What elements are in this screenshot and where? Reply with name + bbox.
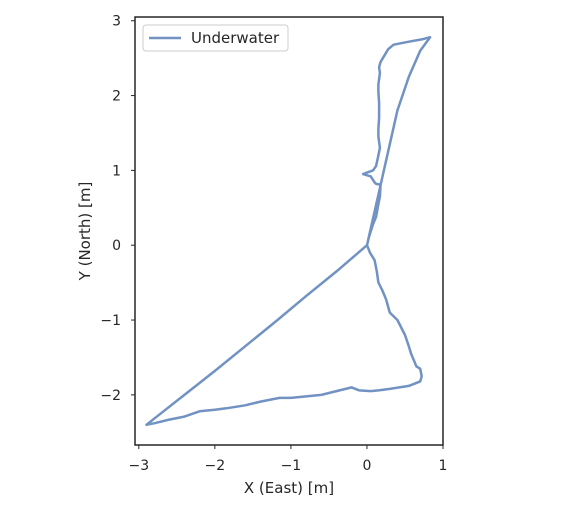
plot-frame: [134, 16, 444, 446]
legend-label-underwater: Underwater: [191, 29, 280, 47]
x-tick-label: −3: [128, 458, 149, 474]
x-axis-label: X (East) [m]: [244, 479, 334, 497]
y-tick-label: 3: [112, 14, 121, 30]
legend: Underwater: [142, 24, 289, 52]
x-tick-label: 1: [439, 458, 448, 474]
series-line-underwater: [145, 35, 432, 427]
y-tick-label: 2: [112, 89, 121, 105]
legend-box: [142, 24, 289, 52]
y-tick-label: −2: [100, 388, 121, 404]
axes-area: [134, 16, 444, 446]
y-axis-label: Y (North) [m]: [76, 182, 94, 282]
y-tick-label: 0: [112, 238, 121, 254]
x-tick-label: −1: [281, 458, 302, 474]
tick-labels: −3 −2 −1 0 1 −2 −1 0 1 2 3: [100, 14, 447, 474]
series-layer: [145, 35, 432, 427]
y-tick-label: −1: [100, 313, 121, 329]
x-tick-label: 0: [362, 458, 371, 474]
x-tick-label: −2: [205, 458, 226, 474]
y-tick-label: 1: [112, 163, 121, 179]
